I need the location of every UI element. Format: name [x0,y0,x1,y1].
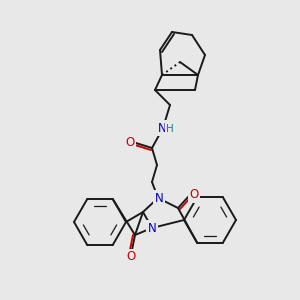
Text: N: N [148,221,156,235]
Text: O: O [189,188,199,202]
Text: O: O [126,250,136,263]
Text: N: N [154,191,164,205]
Text: O: O [125,136,135,149]
Text: N: N [158,122,166,134]
Text: H: H [166,124,174,134]
